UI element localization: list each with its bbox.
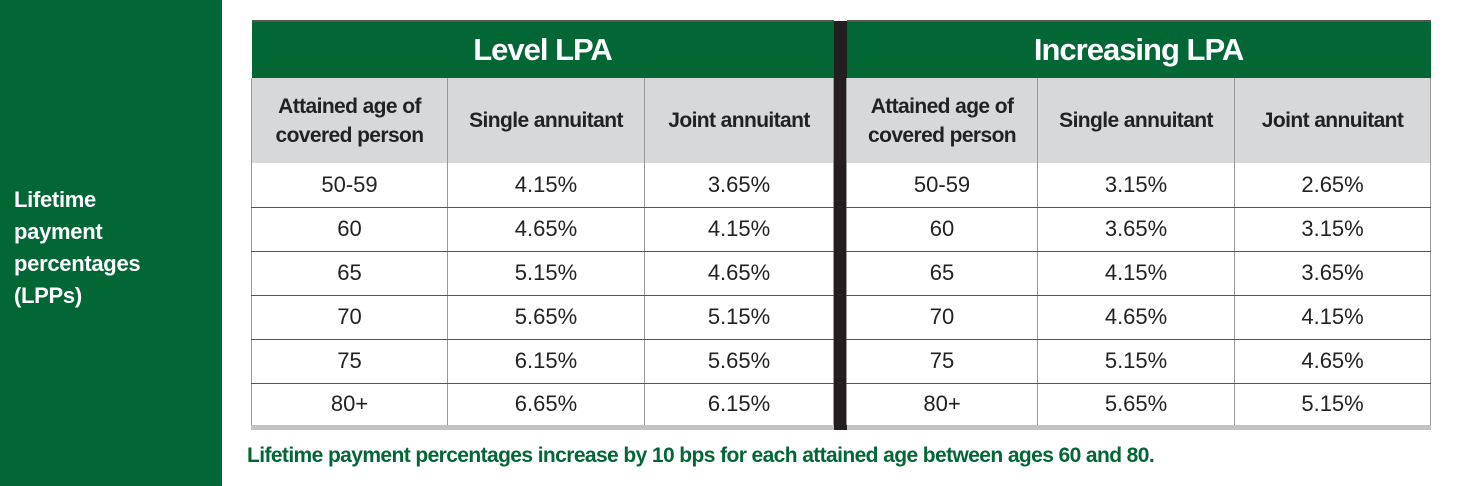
group-divider [833, 383, 847, 430]
increasing-single-cell: 5.15% [1037, 339, 1236, 384]
group-divider [833, 21, 847, 163]
row-heading-line: payment [14, 219, 103, 244]
group-header-increasing: Increasing LPA [846, 20, 1431, 78]
table-row: 50-59 4.15% 3.65% 50-59 3.15% 2.65% [251, 163, 1432, 208]
side-panel: Lifetime payment percentages (LPPs) [0, 0, 222, 486]
column-header-age: Attained age of covered person [251, 78, 448, 163]
increasing-joint-cell: 3.15% [1234, 207, 1432, 252]
level-joint-cell: 4.65% [643, 251, 835, 296]
level-single-cell: 6.15% [447, 339, 645, 384]
level-age-cell: 65 [251, 251, 448, 296]
level-joint-cell: 4.15% [643, 207, 835, 252]
increasing-age-cell: 75 [846, 339, 1039, 384]
increasing-age-cell: 80+ [846, 383, 1039, 430]
level-single-cell: 4.65% [447, 207, 645, 252]
column-header-age: Attained age of covered person [846, 78, 1039, 163]
group-divider [833, 163, 847, 207]
table-row: 60 4.65% 4.15% 60 3.65% 3.15% [251, 207, 1432, 252]
group-header-level: Level LPA [251, 20, 834, 78]
level-joint-cell: 6.15% [643, 383, 835, 430]
row-heading-line: percentages [14, 251, 141, 276]
increasing-age-cell: 65 [846, 251, 1039, 296]
lpp-table: Level LPA Increasing LPA Attained age of… [251, 20, 1432, 430]
level-single-cell: 5.15% [447, 251, 645, 296]
level-joint-cell: 5.15% [643, 295, 835, 340]
group-divider [833, 295, 847, 339]
increasing-joint-cell: 3.65% [1234, 251, 1432, 296]
increasing-single-cell: 3.15% [1037, 163, 1236, 208]
level-age-cell: 60 [251, 207, 448, 252]
increasing-joint-cell: 2.65% [1234, 163, 1432, 208]
increasing-single-cell: 4.65% [1037, 295, 1236, 340]
increasing-joint-cell: 4.65% [1234, 339, 1432, 384]
increasing-age-cell: 70 [846, 295, 1039, 340]
increasing-age-cell: 50-59 [846, 163, 1039, 208]
column-header-joint: Joint annuitant [1234, 78, 1432, 163]
group-divider [833, 251, 847, 295]
column-header-joint: Joint annuitant [643, 78, 835, 163]
level-age-cell: 80+ [251, 383, 448, 430]
level-age-cell: 75 [251, 339, 448, 384]
increasing-single-cell: 3.65% [1037, 207, 1236, 252]
level-age-cell: 70 [251, 295, 448, 340]
level-single-cell: 5.65% [447, 295, 645, 340]
level-single-cell: 4.15% [447, 163, 645, 208]
table-row: 75 6.15% 5.65% 75 5.15% 4.65% [251, 339, 1432, 384]
level-joint-cell: 5.65% [643, 339, 835, 384]
group-divider [833, 339, 847, 383]
increasing-single-cell: 4.15% [1037, 251, 1236, 296]
table-row: 70 5.65% 5.15% 70 4.65% 4.15% [251, 295, 1432, 340]
increasing-joint-cell: 4.15% [1234, 295, 1432, 340]
level-joint-cell: 3.65% [643, 163, 835, 208]
level-age-cell: 50-59 [251, 163, 448, 208]
column-header-single: Single annuitant [447, 78, 645, 163]
group-divider [833, 207, 847, 251]
increasing-age-cell: 60 [846, 207, 1039, 252]
increasing-single-cell: 5.65% [1037, 383, 1236, 430]
table-row: 65 5.15% 4.65% 65 4.15% 3.65% [251, 251, 1432, 296]
row-heading: Lifetime payment percentages (LPPs) [14, 184, 141, 312]
footnote: Lifetime payment percentages increase by… [247, 444, 1155, 467]
row-heading-line: Lifetime [14, 187, 96, 212]
level-single-cell: 6.65% [447, 383, 645, 430]
table-row: 80+ 6.65% 6.15% 80+ 5.65% 5.15% [251, 383, 1432, 430]
row-heading-line: (LPPs) [14, 283, 82, 308]
increasing-joint-cell: 5.15% [1234, 383, 1432, 430]
column-header-single: Single annuitant [1037, 78, 1236, 163]
